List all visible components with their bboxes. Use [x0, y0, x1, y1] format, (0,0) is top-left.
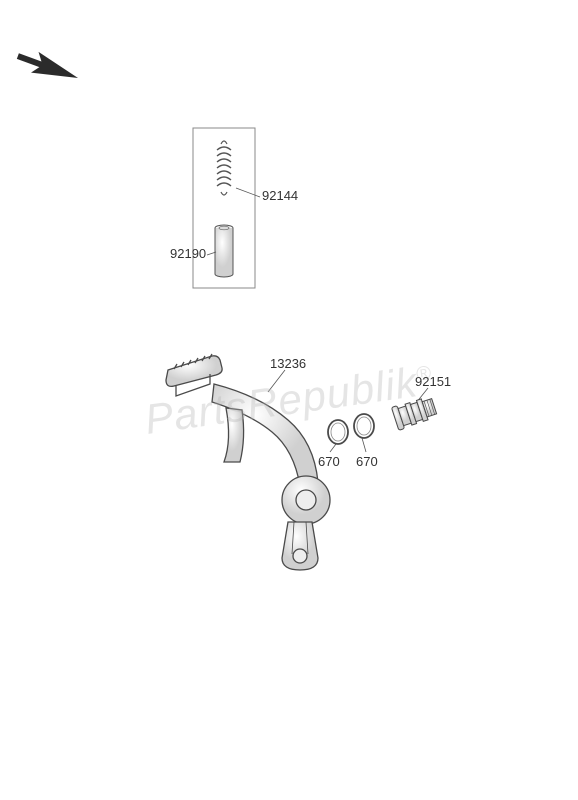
brake-pedal-icon: [166, 354, 330, 570]
label-670-a: 670: [318, 454, 340, 469]
bolt-icon: [391, 395, 437, 430]
label-13236: 13236: [270, 356, 306, 371]
direction-arrow: [14, 46, 82, 89]
spring-icon: [217, 141, 231, 195]
parts-diagram: PartsRepublik® 92144 92190 13236 670 670…: [0, 0, 578, 800]
label-92151: 92151: [415, 374, 451, 389]
diagram-svg: [0, 0, 578, 800]
label-670-b: 670: [356, 454, 378, 469]
tube-icon: [215, 225, 233, 277]
label-92144: 92144: [262, 188, 298, 203]
oring-2-icon: [354, 414, 374, 438]
oring-1-icon: [328, 420, 348, 444]
label-92190: 92190: [170, 246, 206, 261]
